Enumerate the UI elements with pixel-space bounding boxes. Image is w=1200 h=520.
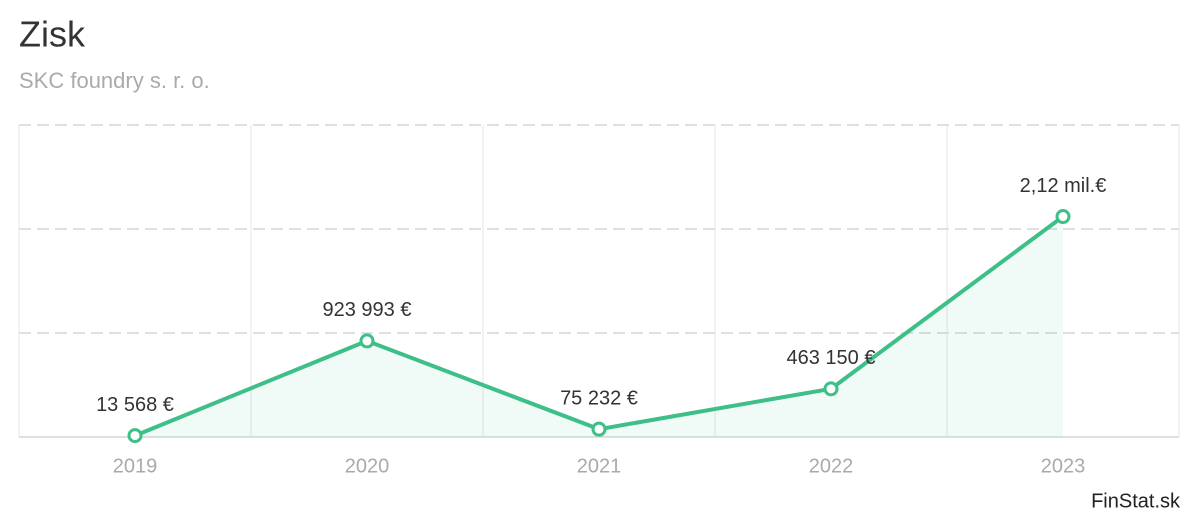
value-label: 13 568 € (96, 394, 174, 416)
chart-subtitle: SKC foundry s. r. o. (19, 68, 210, 93)
chart-title: Zisk (19, 14, 86, 55)
point (127, 428, 143, 444)
value-label: 75 232 € (560, 387, 638, 409)
value-label: 2,12 mil.€ (1020, 175, 1107, 197)
value-label: 923 993 € (323, 299, 412, 321)
area (135, 216, 1063, 437)
x-tick-label: 2020 (345, 455, 390, 477)
source-label: FinStat.sk (1091, 490, 1181, 512)
point (823, 381, 839, 397)
x-tick-label: 2023 (1041, 455, 1086, 477)
x-tick-label: 2021 (577, 455, 622, 477)
x-tick-label: 2022 (809, 455, 854, 477)
value-label: 463 150 € (787, 347, 876, 369)
point (359, 333, 375, 349)
point (591, 421, 607, 437)
x-tick-label: 2019 (113, 455, 158, 477)
point (1055, 209, 1071, 225)
